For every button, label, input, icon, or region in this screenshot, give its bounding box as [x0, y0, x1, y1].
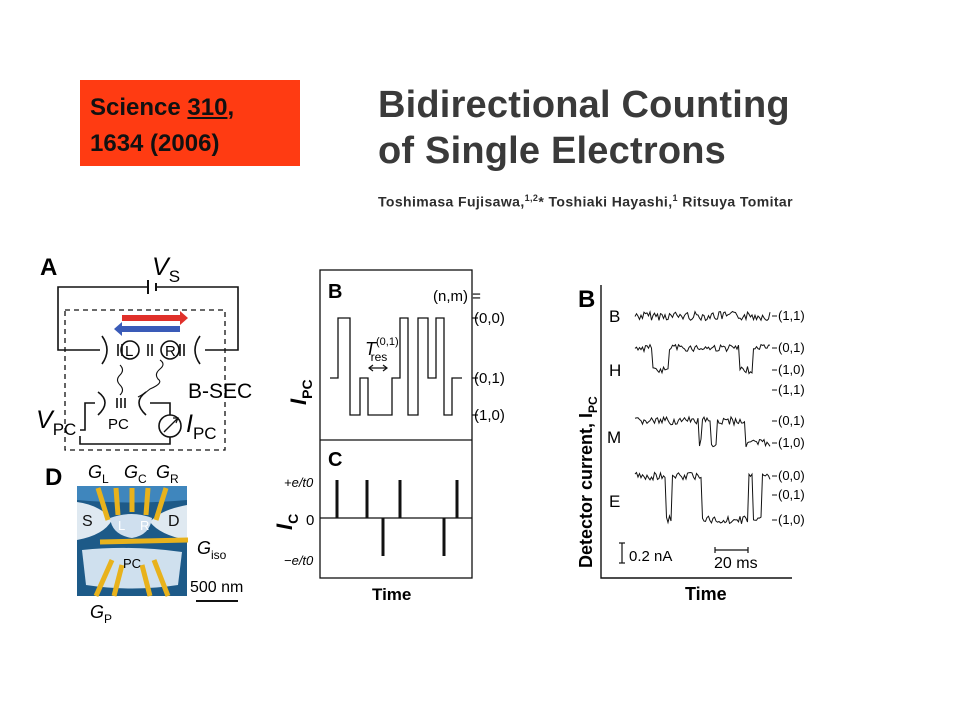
state-01: (0,1): [474, 370, 505, 387]
trace-h-line: [634, 343, 770, 375]
trace-b-name: B: [609, 307, 620, 326]
gate-gc-label: GC: [124, 462, 147, 486]
panel-a-circuit: [57, 280, 239, 451]
sem-scale-label: 500 nm: [190, 579, 243, 596]
bsec-label: B-SEC: [188, 380, 252, 403]
trace-h-name: H: [609, 361, 621, 380]
ic-spikes: [335, 480, 459, 556]
paper-title-line-2: of Single Electrons: [378, 130, 726, 172]
trace-h-state-11: (1,1): [778, 382, 805, 397]
author-2-affiliation: 1: [672, 193, 678, 203]
panel-d-sem-image: [77, 486, 189, 598]
time-scale-label: 20 ms: [714, 555, 758, 572]
sem-dot-l-label: L: [118, 518, 125, 533]
gate-gr-label: GR: [156, 462, 179, 486]
panel-b-right-label: B: [578, 286, 595, 313]
paper-title: Bidirectional Counting of Single Electro…: [378, 82, 790, 174]
ipc-axis-label: IPC: [286, 379, 315, 405]
dot-left-label: L: [125, 343, 133, 360]
tres-label: T(0,1) res: [365, 336, 399, 364]
trace-m-state-01: (0,1): [778, 413, 805, 428]
gate-giso-label: Giso: [197, 538, 227, 562]
panel-c-label: C: [328, 449, 342, 471]
state-header: (n,m) =: [433, 288, 481, 305]
trace-h-state-10: (1,0): [778, 362, 805, 377]
ipc-step-trace: [330, 317, 462, 416]
source-label: S: [82, 513, 93, 530]
ipc-label: IPC: [186, 410, 217, 443]
journal-name: Science: [90, 94, 181, 121]
state-00: (0,0): [474, 310, 505, 327]
sem-dot-r-label: R: [140, 518, 149, 533]
detector-xlabel: Time: [685, 584, 727, 604]
trace-b-line: [634, 310, 771, 322]
current-scale-label: 0.2 nA: [629, 548, 672, 565]
panel-bc-frame: [319, 269, 473, 579]
gate-gp-label: GP: [90, 602, 112, 626]
detector-axes: [600, 285, 792, 579]
trace-m-name: M: [607, 428, 621, 447]
author-1-affiliation: 1,2: [524, 193, 539, 203]
trace-state-labels: (1,1) (0,1) (1,0) (1,1) (0,1) (1,0) (0,0…: [778, 308, 805, 527]
citation-box: Science 310, 1634 (2006): [80, 80, 300, 166]
ic-axis-label: IC: [272, 514, 301, 530]
detector-ylabel: Detector current, IPC: [576, 396, 600, 568]
tres-arrowhead-right: [382, 364, 388, 372]
trace-e-name: E: [609, 492, 620, 511]
ic-tick-zero: 0: [306, 512, 314, 529]
panel-a-vs: VS: [152, 253, 180, 286]
journal-pages-year: 1634 (2006): [90, 130, 220, 157]
state-ticks: [472, 317, 478, 416]
gate-gl-label: GL: [88, 462, 109, 486]
dot-right-label: R: [165, 343, 176, 360]
panel-d-label: D: [45, 464, 62, 491]
time-scale-bar: [714, 547, 749, 553]
tres-arrowhead-left: [368, 364, 374, 372]
author-3: Ritsuya Tomitar: [677, 193, 793, 210]
trace-state-dashes: [772, 315, 777, 521]
paper-title-line-1: Bidirectional Counting: [378, 84, 790, 126]
drain-label: D: [168, 513, 180, 530]
panel-a-pc-label: PC: [108, 416, 129, 433]
ic-tick-top: +e/t0: [284, 475, 314, 490]
journal-volume: 310: [187, 94, 228, 121]
panel-c-xlabel: Time: [372, 585, 411, 604]
trace-m-line: [634, 415, 771, 448]
panel-b-left-label: B: [328, 281, 342, 303]
trace-e-state-01: (0,1): [778, 487, 805, 502]
state-10: (1,0): [474, 407, 505, 424]
author-1: Toshimasa Fujisawa,: [378, 193, 525, 210]
author-2: * Toshiaki Hayashi,: [538, 193, 673, 210]
panel-a-arrows: [114, 311, 188, 336]
current-scale-bar: [619, 542, 625, 564]
trace-e-state-00: (0,0): [778, 468, 805, 483]
sem-pc-label: PC: [123, 556, 141, 571]
trace-m-state-10: (1,0): [778, 435, 805, 450]
trace-h-state-01: (0,1): [778, 340, 805, 355]
panel-a-label: A: [40, 254, 57, 281]
vpc-label: VPC: [36, 406, 76, 439]
trace-e-state-10: (1,0): [778, 512, 805, 527]
ic-tick-bottom: −e/t0: [284, 553, 314, 568]
paper-authors: Toshimasa Fujisawa,1,2* Toshiaki Hayashi…: [378, 193, 798, 210]
trace-b-state-11: (1,1): [778, 308, 805, 323]
trace-e-line: [634, 471, 771, 525]
